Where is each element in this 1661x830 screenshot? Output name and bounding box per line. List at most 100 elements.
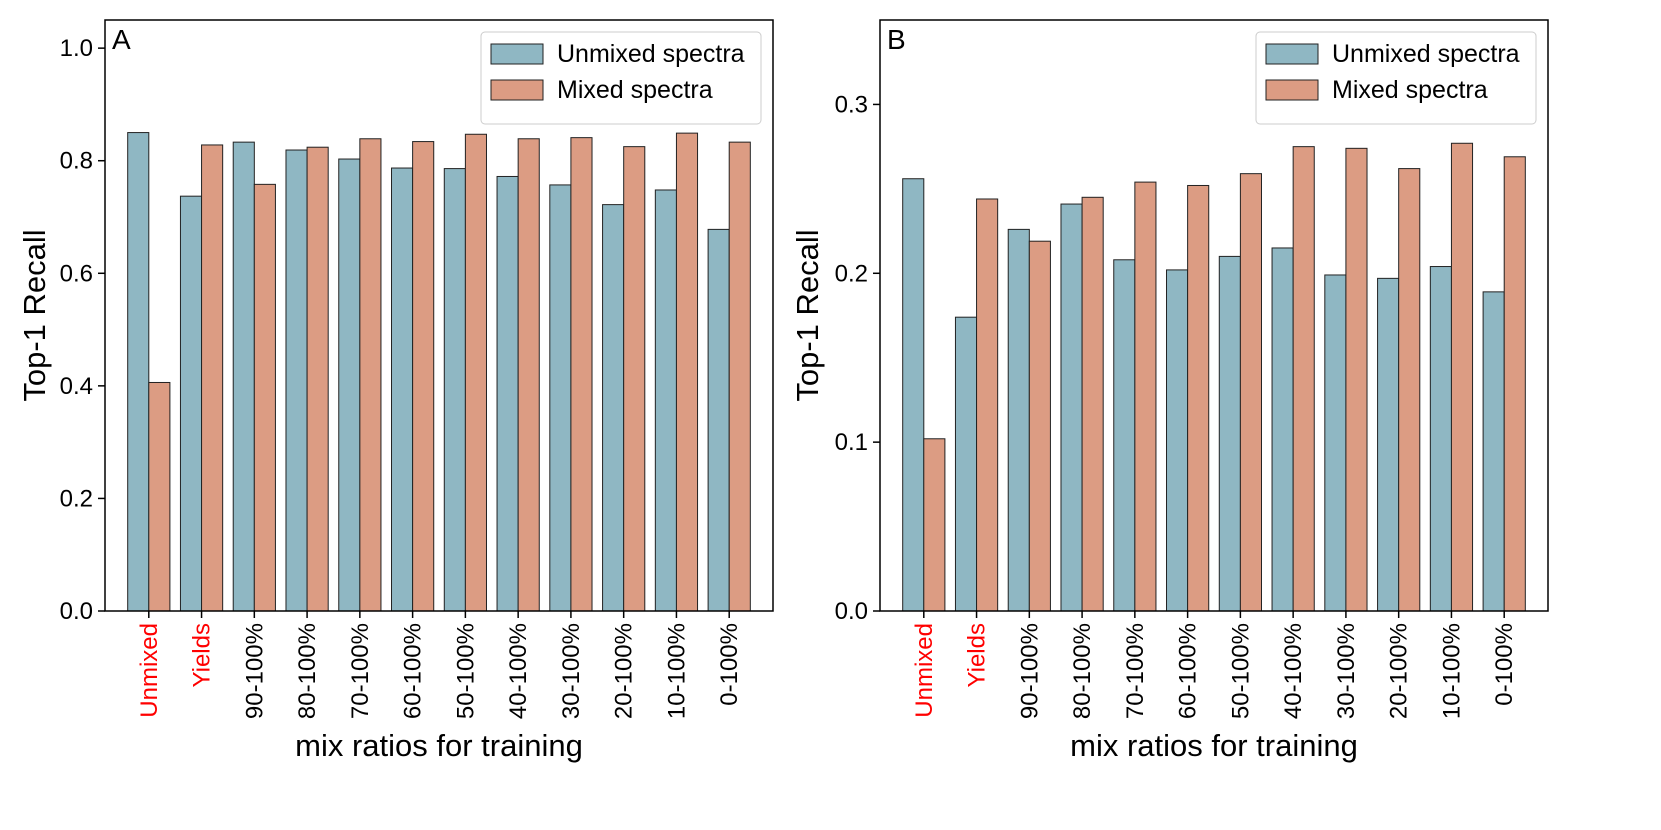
legend-swatch-mixed [490, 79, 544, 101]
bar-mixed-Unmixed [923, 438, 946, 612]
bar-mixed-0-100pct [1503, 156, 1526, 612]
panel-a: 0.0 0.2 0.4 0.6 0.8 1.0 Unmixed Yields 90-100% 80… [17, 19, 774, 763]
bar-unmixed-60-100pct [1166, 269, 1189, 612]
x-tick-label: Yields [189, 623, 216, 687]
y-tick-label: 0.0 [835, 598, 868, 625]
panel-b: 0.0 0.1 0.2 0.3 Unmixed Yields 90-100% 80-100% 7… [790, 19, 1549, 763]
y-tick-label: 0.2 [60, 485, 93, 512]
x-tick-label: 10-100% [663, 623, 690, 719]
legend-label-unmixed: Unmixed spectra [557, 40, 745, 68]
bar-unmixed-80-100pct [285, 149, 308, 612]
y-tick-label: 0.6 [60, 260, 93, 287]
x-tick-label: 60-100% [400, 623, 427, 719]
y-tick-label: 0.2 [835, 260, 868, 287]
x-tick-label: 20-100% [1386, 623, 1413, 719]
legend: Unmixed spectra Mixed spectra [1255, 31, 1537, 125]
panel-label: B [887, 24, 906, 55]
bar-mixed-30-100pct [1345, 147, 1368, 612]
bar-mixed-20-100pct [623, 146, 646, 612]
x-tick-label: 70-100% [347, 623, 374, 719]
bar-unmixed-40-100pct [1271, 247, 1294, 612]
x-tick-label: Unmixed [136, 623, 163, 718]
bar-mixed-80-100pct [1081, 196, 1104, 612]
x-tick-label: 90-100% [1016, 623, 1043, 719]
bar-mixed-40-100pct [517, 138, 540, 612]
bar-unmixed-70-100pct [1113, 259, 1136, 612]
bar-mixed-80-100pct [306, 146, 329, 612]
x-tick-label: 30-100% [1333, 623, 1360, 719]
y-tick-label: 0.3 [835, 91, 868, 118]
bar-unmixed-0-100pct [707, 228, 730, 612]
bar-mixed-20-100pct [1398, 168, 1421, 612]
bar-unmixed-60-100pct [391, 167, 414, 612]
legend-swatch-mixed [1265, 79, 1319, 101]
x-tick-label: Yields [964, 623, 991, 687]
bar-mixed-10-100pct [675, 132, 699, 612]
bar-unmixed-70-100pct [338, 158, 361, 612]
legend: Unmixed spectra Mixed spectra [480, 31, 762, 125]
panel-label: A [112, 24, 131, 55]
legend-box [480, 31, 762, 125]
bar-unmixed-30-100pct [549, 184, 572, 612]
bar-unmixed-20-100pct [1377, 277, 1400, 612]
bar-unmixed-10-100pct [654, 189, 677, 612]
x-tick-label: 40-100% [1280, 623, 1307, 719]
bar-unmixed-Unmixed [902, 178, 925, 612]
x-tick-label: 80-100% [294, 623, 321, 719]
bar-unmixed-Yields [179, 195, 203, 612]
y-tick-label: 0.8 [60, 148, 93, 175]
x-tick-label: 80-100% [1069, 623, 1096, 719]
bar-unmixed-Unmixed [127, 132, 150, 612]
bar-mixed-50-100pct [1239, 173, 1262, 612]
bar-unmixed-10-100pct [1429, 266, 1452, 612]
bar-unmixed-Yields [954, 316, 978, 612]
x-tick-label: 60-100% [1175, 623, 1202, 719]
x-tick-label: 70-100% [1122, 623, 1149, 719]
legend-box [1255, 31, 1537, 125]
bar-unmixed-90-100pct [1007, 228, 1030, 612]
bar-mixed-Yields [976, 198, 999, 612]
bar-mixed-90-100pct [253, 183, 276, 612]
legend-label-mixed: Mixed spectra [1332, 76, 1488, 104]
legend-label-unmixed: Unmixed spectra [1332, 40, 1520, 68]
axes-frame [879, 19, 1549, 612]
bar-unmixed-20-100pct [602, 204, 625, 612]
bar-unmixed-90-100pct [232, 141, 255, 612]
bar-mixed-60-100pct [1187, 184, 1210, 612]
x-tick-label: 50-100% [452, 623, 479, 719]
x-tick-label: 0-100% [716, 623, 743, 706]
bar-mixed-70-100pct [1134, 181, 1157, 612]
y-axis-label: Top-1 Recall [790, 229, 825, 401]
bar-mixed-70-100pct [359, 138, 382, 612]
bar-mixed-60-100pct [412, 141, 435, 612]
y-tick-label: 0.0 [60, 598, 93, 625]
x-tick-label: 10-100% [1438, 623, 1465, 719]
bar-mixed-Yields [201, 144, 224, 612]
y-tick-label: 0.1 [835, 429, 868, 456]
bar-unmixed-80-100pct [1060, 203, 1083, 612]
y-axis-label: Top-1 Recall [17, 229, 52, 401]
bar-unmixed-50-100pct [1218, 255, 1241, 612]
x-tick-label: 50-100% [1227, 623, 1254, 719]
y-tick-label: 0.4 [60, 373, 93, 400]
x-tick-label: 30-100% [558, 623, 585, 719]
bar-unmixed-50-100pct [443, 168, 466, 612]
bar-mixed-0-100pct [728, 141, 751, 612]
legend-label-mixed: Mixed spectra [557, 76, 713, 104]
legend-swatch-unmixed [1265, 43, 1319, 65]
bar-mixed-90-100pct [1028, 240, 1051, 612]
x-tick-label: 40-100% [505, 623, 532, 719]
x-tick-label: Unmixed [911, 623, 938, 718]
x-tick-label: 0-100% [1491, 623, 1518, 706]
legend-swatch-unmixed [490, 43, 544, 65]
x-axis-label: mix ratios for training [295, 728, 583, 763]
bar-unmixed-40-100pct [496, 175, 519, 612]
bar-mixed-30-100pct [570, 137, 593, 612]
bar-unmixed-30-100pct [1324, 274, 1347, 612]
axes-frame [104, 19, 774, 612]
bar-mixed-Unmixed [148, 381, 171, 612]
bar-mixed-40-100pct [1292, 146, 1315, 612]
bar-unmixed-0-100pct [1482, 291, 1505, 612]
y-tick-label: 1.0 [60, 35, 93, 62]
